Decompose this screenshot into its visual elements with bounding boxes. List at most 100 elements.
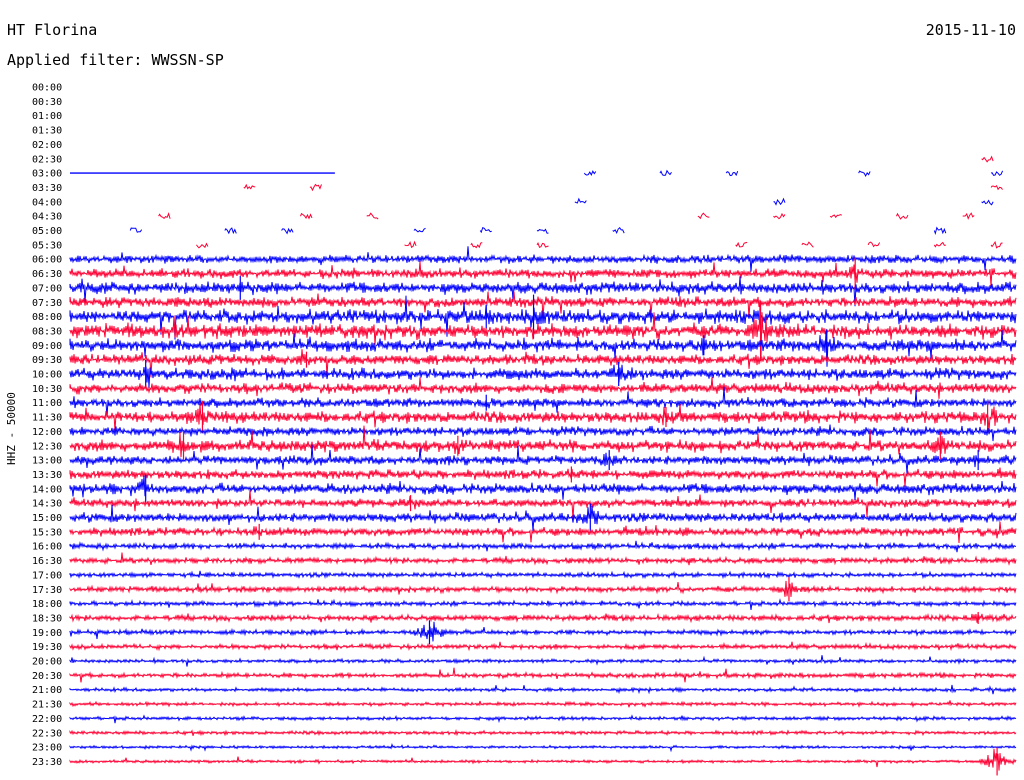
trace-fragment <box>536 228 549 234</box>
channel-axis-label: HHZ - 50000 <box>5 392 18 465</box>
time-label: 07:30 <box>32 298 62 309</box>
trace-line <box>69 729 1017 737</box>
trace-fragment <box>725 170 739 177</box>
time-label: 17:30 <box>32 585 62 596</box>
trace-line <box>69 467 1017 487</box>
time-label: 08:00 <box>32 312 62 323</box>
time-label: 09:30 <box>32 355 62 366</box>
time-label: 13:00 <box>32 456 62 467</box>
trace-line <box>69 700 1017 708</box>
seismic-traces <box>69 155 1017 776</box>
time-label: 03:00 <box>32 169 62 180</box>
time-label: 11:30 <box>32 413 62 424</box>
trace-line <box>69 552 1017 566</box>
trace-fragment <box>962 212 975 220</box>
trace-line <box>69 580 1017 597</box>
trace-fragment <box>735 241 748 248</box>
trace-fragment <box>981 199 994 206</box>
trace-fragment <box>300 212 313 220</box>
trace-line <box>69 424 1017 442</box>
trace-fragment <box>129 227 143 233</box>
time-label: 04:00 <box>32 197 62 208</box>
trace-fragment <box>829 214 842 219</box>
time-label: 14:00 <box>32 484 62 495</box>
trace-fragment <box>697 212 710 220</box>
time-label: 10:30 <box>32 384 62 395</box>
trace-line <box>69 540 1017 553</box>
trace-line <box>69 621 1017 642</box>
trace-fragment <box>196 242 209 249</box>
time-label: 16:00 <box>32 542 62 553</box>
time-label: 20:30 <box>32 671 62 682</box>
trace-fragment <box>981 155 994 163</box>
trace-line <box>69 291 1017 320</box>
trace-line <box>69 425 1017 458</box>
time-label: 08:30 <box>32 326 62 337</box>
trace-fragment <box>158 212 171 220</box>
trace-line <box>69 295 1017 340</box>
trace-fragment <box>536 242 549 248</box>
trace-line <box>69 748 1017 771</box>
trace-fragment <box>281 227 294 235</box>
trace-line <box>69 304 1017 358</box>
filter-label: Applied filter: WWSSN-SP <box>7 51 224 69</box>
trace-line <box>69 276 1017 307</box>
trace-fragment <box>773 197 786 206</box>
trace-line <box>69 667 1017 683</box>
time-label: 00:30 <box>32 97 62 108</box>
time-label: 16:30 <box>32 556 62 567</box>
trace-fragment <box>933 226 947 236</box>
time-label: 15:30 <box>32 527 62 538</box>
trace-fragment <box>309 183 322 192</box>
trace-fragment <box>413 227 426 233</box>
time-label: 12:30 <box>32 441 62 452</box>
trace-line <box>69 475 1017 501</box>
trace-line <box>69 490 1017 520</box>
time-label: 06:30 <box>32 269 62 280</box>
trace-line <box>69 261 1017 287</box>
time-label: 14:30 <box>32 499 62 510</box>
trace-fragment <box>243 183 256 190</box>
trace-line <box>69 684 1017 695</box>
station-name: HT Florina <box>7 21 98 39</box>
time-label: 18:00 <box>32 599 62 610</box>
time-label: 02:30 <box>32 154 62 165</box>
time-label: 01:00 <box>32 111 62 122</box>
trace-line <box>69 329 1017 367</box>
trace-line <box>69 246 1017 272</box>
trace-line <box>69 655 1017 667</box>
time-label: 21:30 <box>32 700 62 711</box>
time-label: 21:00 <box>32 685 62 696</box>
time-label: 03:30 <box>32 183 62 194</box>
trace-line <box>69 598 1017 611</box>
trace-fragment <box>583 170 597 177</box>
time-label: 19:00 <box>32 628 62 639</box>
trace-fragment <box>612 227 625 235</box>
trace-fragment <box>366 212 379 220</box>
trace-fragment <box>479 227 492 234</box>
trace-line <box>69 714 1017 724</box>
record-date: 2015-11-10 <box>925 21 1016 39</box>
trace-fragment <box>858 170 871 178</box>
time-label: 20:00 <box>32 657 62 668</box>
time-label: 00:00 <box>32 83 62 94</box>
time-label: 06:00 <box>32 255 62 266</box>
trace-line <box>69 504 1017 531</box>
time-label: 19:30 <box>32 642 62 653</box>
time-label: 12:00 <box>32 427 62 438</box>
trace-fragment <box>224 227 237 235</box>
time-label: 15:00 <box>32 513 62 524</box>
trace-fragment <box>801 241 814 248</box>
trace-fragment <box>990 184 1003 191</box>
time-axis-labels: 00:00 00:30 01:00 01:30 02:00 02:30 03:00 03:30… <box>32 83 62 768</box>
trace-line <box>69 377 1017 399</box>
trace-line <box>69 521 1017 544</box>
trace-fragment <box>867 241 881 248</box>
time-label: 10:00 <box>32 370 62 381</box>
trace-line <box>69 742 1017 753</box>
time-label: 02:00 <box>32 140 62 151</box>
trace-fragment <box>659 169 672 176</box>
time-label: 18:30 <box>32 613 62 624</box>
trace-fragment <box>470 242 483 249</box>
time-label: 23:30 <box>32 757 62 768</box>
